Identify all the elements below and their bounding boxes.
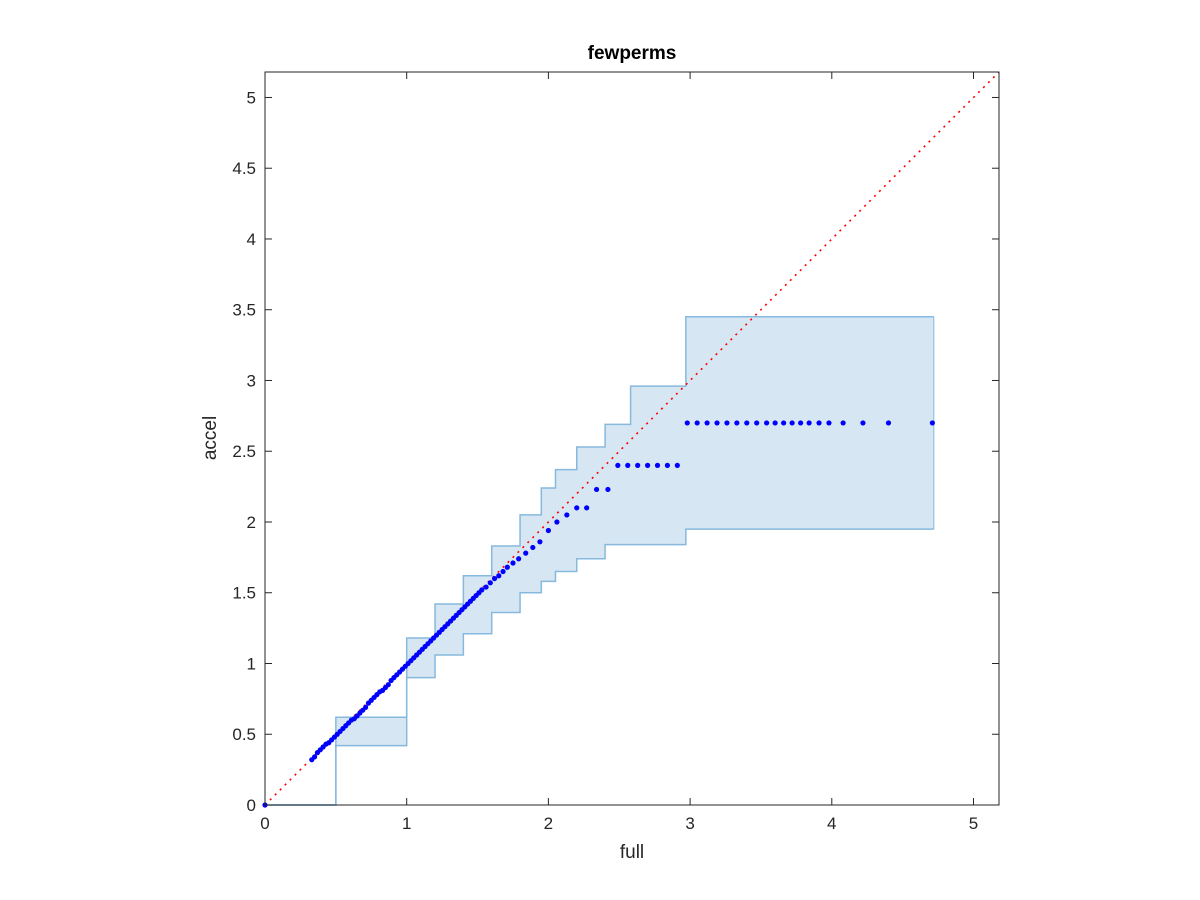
data-point bbox=[625, 462, 631, 468]
y-tick-label: 0.5 bbox=[232, 725, 256, 744]
reference-line-path bbox=[264, 71, 1000, 806]
y-axis-label: accel bbox=[200, 416, 221, 460]
data-point bbox=[385, 682, 391, 688]
x-tick-label: 0 bbox=[260, 814, 269, 833]
data-point bbox=[363, 704, 369, 710]
y-tick-label: 5 bbox=[247, 88, 256, 107]
data-point bbox=[584, 505, 590, 511]
data-point bbox=[664, 462, 671, 468]
confidence-band bbox=[265, 316, 935, 806]
data-point bbox=[816, 420, 822, 426]
data-point bbox=[885, 420, 892, 426]
data-point bbox=[654, 462, 661, 468]
data-point bbox=[684, 420, 690, 426]
data-point bbox=[789, 420, 795, 426]
data-point bbox=[806, 420, 812, 426]
data-point bbox=[593, 486, 600, 493]
y-tick-label: 0 bbox=[247, 796, 256, 815]
y-tick-label: 2.5 bbox=[232, 442, 256, 461]
data-point bbox=[479, 587, 485, 593]
y-tick-label: 1 bbox=[247, 654, 256, 673]
axes-box bbox=[264, 71, 1000, 806]
data-point bbox=[840, 420, 846, 426]
data-point bbox=[826, 420, 832, 426]
data-point bbox=[500, 568, 506, 575]
band-lower-edge bbox=[265, 528, 934, 806]
data-point bbox=[523, 550, 529, 556]
x-tick-label: 4 bbox=[827, 814, 836, 833]
data-point bbox=[537, 539, 543, 545]
data-point bbox=[545, 527, 551, 534]
data-point bbox=[516, 556, 522, 562]
y-tick-label: 2 bbox=[247, 513, 256, 532]
data-point bbox=[491, 575, 498, 582]
data-point bbox=[724, 420, 730, 426]
band-fill bbox=[265, 316, 934, 805]
data-point bbox=[674, 462, 680, 468]
y-tick-label: 4.5 bbox=[232, 159, 256, 178]
data-point bbox=[496, 573, 502, 579]
y-tick-label: 4 bbox=[247, 230, 256, 249]
data-point bbox=[754, 420, 760, 426]
reference-line bbox=[264, 71, 1000, 806]
data-point bbox=[781, 420, 787, 426]
data-point bbox=[635, 462, 641, 468]
data-point bbox=[311, 754, 318, 760]
x-tick-label: 1 bbox=[402, 814, 411, 833]
data-point bbox=[644, 462, 651, 468]
x-axis-ticks: 0 1 2 3 4 5 bbox=[260, 72, 978, 833]
data-point bbox=[929, 420, 936, 426]
data-point bbox=[574, 505, 580, 511]
data-point bbox=[487, 580, 493, 586]
data-point bbox=[504, 564, 510, 570]
band-upper-edge bbox=[265, 316, 934, 806]
data-point bbox=[483, 584, 489, 590]
x-tick-label: 3 bbox=[685, 814, 694, 833]
data-point bbox=[704, 420, 710, 426]
x-axis-label: full bbox=[620, 842, 644, 863]
data-point bbox=[510, 560, 516, 566]
data-point bbox=[615, 462, 621, 468]
x-tick-label: 2 bbox=[544, 814, 553, 833]
data-point bbox=[554, 519, 560, 525]
data-point bbox=[860, 420, 866, 426]
data-point bbox=[772, 420, 778, 426]
data-point bbox=[530, 544, 536, 551]
data-point bbox=[734, 420, 740, 426]
y-tick-label: 3.5 bbox=[232, 301, 256, 320]
data-point bbox=[694, 420, 700, 426]
data-point bbox=[744, 420, 750, 426]
data-point bbox=[764, 420, 770, 426]
y-tick-label: 3 bbox=[247, 371, 256, 390]
data-points bbox=[262, 420, 936, 808]
data-point bbox=[564, 512, 570, 518]
chart-title: fewperms bbox=[588, 43, 677, 64]
y-tick-label: 1.5 bbox=[232, 584, 256, 603]
data-point bbox=[714, 420, 720, 426]
data-point bbox=[798, 420, 804, 426]
data-point bbox=[605, 486, 611, 493]
y-axis-ticks: 0 0.5 1 1.5 2 2.5 3 3.5 4 4.5 5 bbox=[232, 88, 999, 815]
x-tick-label: 5 bbox=[969, 814, 978, 833]
